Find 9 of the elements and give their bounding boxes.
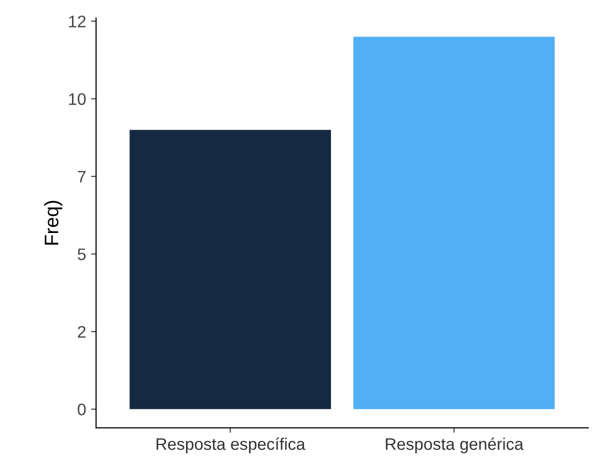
y-tick-label: 5 [78, 248, 86, 260]
x-tick-label: Resposta específica [156, 438, 306, 454]
y-tick-label: 7 [78, 170, 86, 182]
y-tick-label: 10 [69, 93, 86, 105]
x-tick-label: Resposta genérica [386, 438, 524, 454]
y-tick-label: 12 [69, 16, 86, 28]
y-tick-label: 2 [78, 326, 86, 338]
y-tick-label: 0 [78, 404, 86, 416]
y-axis-title: Freq) [44, 200, 62, 245]
